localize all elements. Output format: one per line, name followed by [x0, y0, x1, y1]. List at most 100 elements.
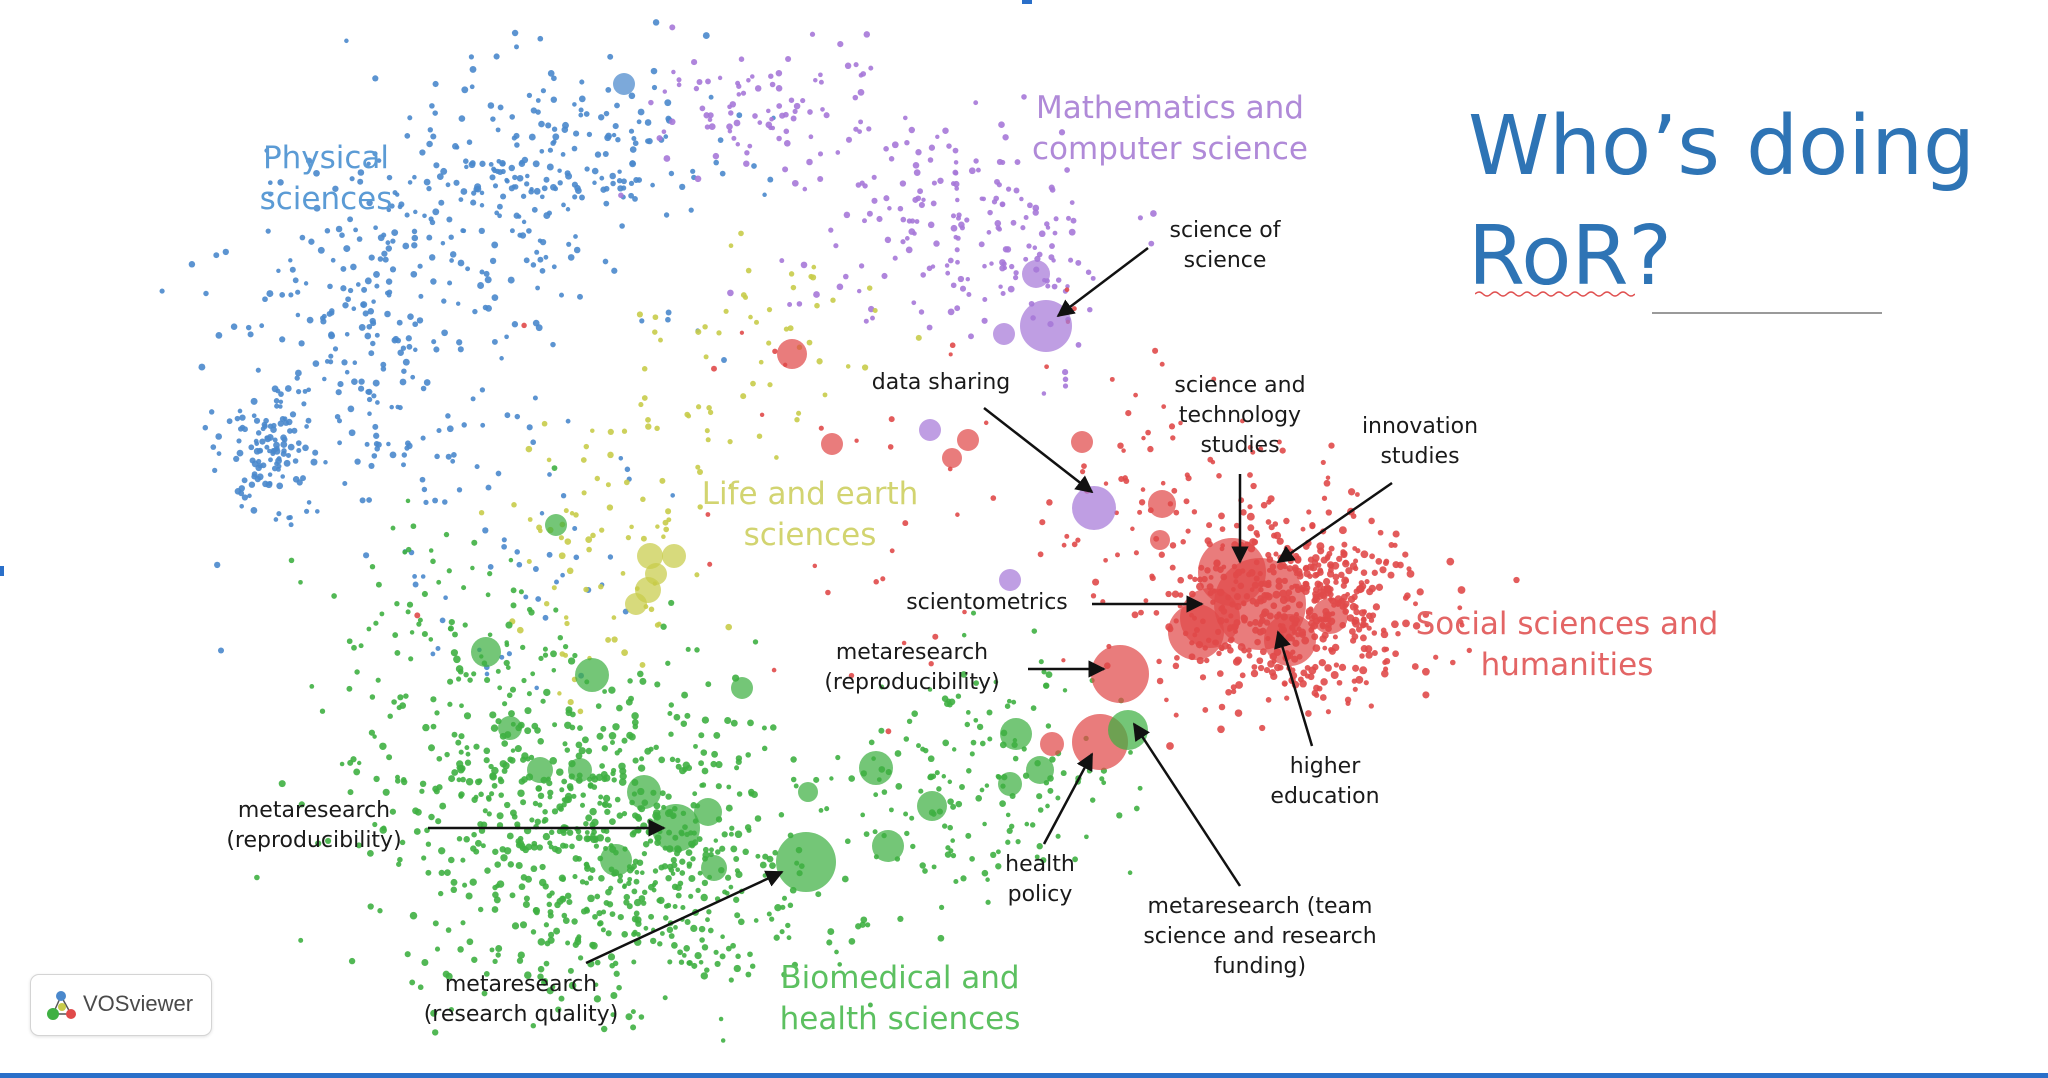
network-node — [621, 737, 628, 744]
network-node — [1345, 567, 1353, 575]
network-node — [457, 259, 465, 267]
network-node — [434, 946, 441, 952]
network-node — [806, 158, 813, 166]
network-node — [484, 276, 492, 284]
network-node — [584, 880, 590, 886]
network-node — [871, 174, 877, 180]
network-node — [738, 56, 745, 62]
network-node — [658, 756, 666, 764]
network-node — [647, 838, 654, 844]
network-node — [1013, 187, 1020, 194]
network-node — [701, 879, 709, 887]
vosviewer-badge[interactable]: VOSviewer — [30, 974, 212, 1036]
network-node — [813, 291, 820, 298]
network-node — [440, 240, 446, 246]
network-node — [370, 340, 376, 347]
key-node — [1108, 710, 1148, 750]
key-node — [998, 772, 1022, 796]
network-node — [949, 342, 956, 349]
network-node — [447, 626, 453, 632]
network-node — [1372, 603, 1381, 611]
network-node — [539, 863, 546, 871]
network-node — [621, 185, 627, 191]
network-node — [489, 711, 497, 719]
network-node — [569, 724, 576, 731]
network-node — [521, 219, 527, 225]
network-node — [1291, 564, 1299, 572]
network-node — [835, 150, 841, 155]
network-node — [463, 158, 469, 164]
network-node — [725, 623, 732, 631]
network-node — [283, 459, 291, 467]
network-node — [985, 899, 991, 905]
network-node — [1235, 681, 1244, 689]
network-node — [537, 528, 543, 534]
network-node — [241, 477, 248, 484]
network-node — [495, 127, 501, 133]
network-node — [524, 727, 532, 735]
network-node — [969, 856, 975, 862]
network-node — [769, 862, 776, 869]
network-node — [438, 890, 444, 897]
network-node — [1266, 499, 1272, 505]
network-node — [702, 846, 709, 853]
network-node — [1034, 854, 1040, 860]
network-node — [904, 830, 910, 837]
network-node — [518, 160, 526, 167]
network-node — [212, 467, 218, 474]
network-node — [677, 949, 683, 956]
network-node — [933, 240, 940, 247]
network-node — [1206, 522, 1213, 529]
network-node — [427, 744, 436, 752]
network-node — [641, 366, 648, 372]
network-node — [671, 69, 676, 75]
network-node — [310, 458, 318, 466]
network-node — [396, 861, 402, 867]
network-node — [926, 324, 933, 331]
network-node — [873, 579, 879, 585]
network-node — [927, 157, 934, 163]
network-node — [708, 123, 716, 130]
network-node — [667, 711, 673, 716]
network-node — [298, 340, 305, 347]
network-node — [818, 72, 823, 78]
network-node — [953, 878, 959, 885]
network-node — [1002, 134, 1009, 141]
network-node — [904, 236, 910, 241]
network-node — [774, 904, 782, 912]
network-node — [302, 388, 308, 394]
network-node — [641, 889, 648, 896]
network-node — [471, 671, 477, 677]
network-node — [1340, 593, 1348, 601]
network-node — [979, 787, 985, 793]
network-node — [411, 242, 418, 249]
network-node — [1325, 709, 1331, 715]
network-node — [1513, 576, 1520, 584]
network-node — [745, 267, 752, 274]
network-node — [599, 763, 605, 769]
network-node — [372, 379, 380, 387]
network-node — [445, 413, 451, 419]
network-node — [941, 823, 948, 829]
network-node — [288, 258, 293, 263]
network-node — [526, 228, 532, 234]
network-node — [542, 614, 549, 621]
network-node — [456, 760, 464, 768]
network-node — [1250, 482, 1257, 490]
network-node — [451, 452, 457, 458]
network-node — [1325, 475, 1331, 480]
network-node — [942, 739, 950, 747]
network-node — [858, 119, 864, 125]
network-node — [546, 901, 553, 908]
network-node — [629, 160, 637, 168]
network-node — [331, 593, 337, 599]
network-node — [1371, 569, 1378, 576]
network-node — [473, 743, 480, 750]
network-node — [402, 358, 410, 366]
network-node — [900, 239, 906, 245]
network-node — [602, 689, 608, 694]
network-node — [558, 552, 566, 560]
network-node — [1012, 755, 1019, 762]
network-node — [358, 378, 365, 385]
network-node — [478, 510, 485, 516]
